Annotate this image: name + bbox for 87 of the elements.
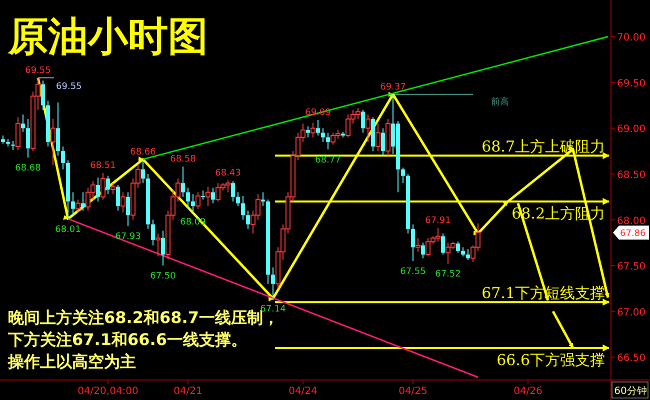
candlestick [456, 241, 460, 254]
y-tick-label: 69.50 [617, 78, 646, 90]
candlestick [181, 166, 185, 198]
candlestick [106, 175, 110, 195]
candlestick [196, 192, 200, 210]
candlestick [26, 118, 30, 158]
candlestick [100, 172, 106, 200]
annotation: 68.01 [55, 224, 81, 235]
candlestick [191, 194, 195, 212]
annotation: 68.43 [215, 168, 241, 178]
annotation: 68.58 [170, 154, 196, 165]
y-tick-label: 67.00 [617, 307, 646, 318]
candlestick [466, 248, 470, 261]
y-tick-label: 69.00 [617, 124, 646, 136]
candlestick [421, 242, 425, 259]
candlestick [50, 118, 56, 166]
annotation: 操作上以高空为主 [7, 352, 136, 371]
x-tick-label: 04/21 [174, 386, 202, 397]
y-tick-label: 70.00 [617, 32, 646, 44]
annotation: 68.66 [130, 147, 156, 158]
x-tick-label: 04/25 [398, 386, 428, 397]
candlestick [416, 238, 420, 252]
x-tick-label: 04/20,04:00 [78, 386, 138, 397]
candlestick [206, 186, 210, 207]
candlestick [120, 192, 126, 213]
annotation: 67.52 [435, 270, 461, 280]
candlestick [401, 167, 405, 184]
candlestick [161, 230, 165, 266]
candlestick [211, 187, 215, 204]
y-tick-label: 66.50 [617, 353, 646, 364]
ref-line-label: 前高 [491, 96, 509, 108]
annotation: 67.91 [425, 216, 451, 226]
annotation: 68.51 [90, 161, 116, 172]
annotation: 68.77 [315, 155, 341, 166]
candlestick [326, 132, 330, 150]
annotation: 67.55 [400, 266, 426, 277]
candlestick [116, 184, 120, 212]
candlestick [261, 192, 265, 207]
candlestick [381, 128, 385, 156]
candlestick [61, 146, 65, 170]
text: 67.86 [620, 229, 646, 240]
annotation: 下方关注67.1和66.6一线支撑。 [7, 330, 247, 349]
candlestick [376, 123, 380, 152]
candlestick [81, 192, 85, 212]
candlestick [241, 195, 245, 220]
candlestick [246, 210, 250, 230]
y-tick-label: 68.50 [617, 170, 646, 181]
y-tick-label: 67.50 [617, 262, 646, 273]
candlestick [16, 116, 20, 151]
candlestick [21, 114, 25, 132]
candlestick [231, 180, 235, 202]
candlestick [461, 246, 465, 257]
candlestick [76, 199, 80, 213]
ref-line-label: 66.6下方强支撑 [496, 350, 605, 369]
x-tick-label: 04/26 [514, 386, 542, 397]
annotation: 67.50 [150, 272, 176, 282]
candlestick [316, 119, 320, 136]
x-tick-label: 04/24 [288, 386, 318, 397]
annotation: 69.55 [25, 66, 51, 76]
candlestick [151, 219, 155, 246]
candlestick [366, 114, 370, 142]
candlestick [56, 102, 60, 156]
annotation: 69.55 [56, 82, 82, 92]
candlestick [41, 80, 45, 110]
candlestick [126, 192, 130, 227]
candlestick [201, 190, 205, 200]
candlestick [110, 182, 116, 195]
candlestick [411, 224, 415, 262]
candlestick [441, 232, 445, 256]
chart-title: 原油小时图 [7, 14, 208, 60]
annotation: 68.68 [15, 163, 42, 174]
candlestick [310, 122, 316, 138]
candlestick [71, 192, 75, 216]
candlestick [141, 158, 145, 184]
candlestick [11, 140, 15, 151]
annotation: 69.37 [380, 82, 406, 92]
y-tick-label: 68.00 [617, 216, 646, 227]
candlestick [96, 177, 100, 202]
annotation: 67.93 [115, 232, 141, 242]
candlestick [271, 266, 275, 300]
text: 60分钟 [614, 385, 647, 397]
candlestick [186, 187, 190, 210]
candlestick [306, 126, 310, 138]
candlestick [361, 109, 365, 134]
candlestick [236, 192, 240, 207]
candlestick [156, 232, 160, 257]
candlestick [321, 128, 325, 142]
